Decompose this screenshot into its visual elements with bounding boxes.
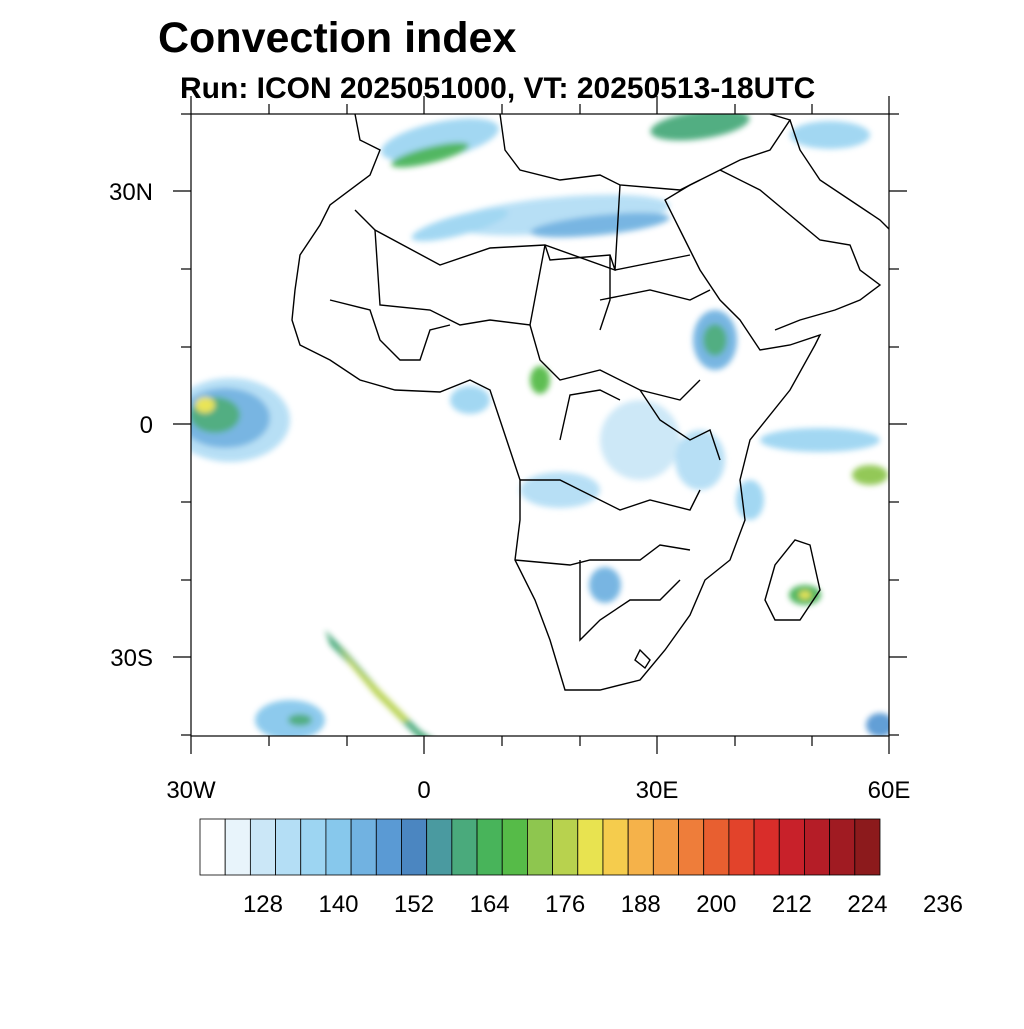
colorbar-swatch xyxy=(703,818,730,876)
colorbar-swatch xyxy=(375,818,402,876)
colorbar-swatch xyxy=(577,818,604,876)
colorbar-swatch xyxy=(451,818,478,876)
lon-label-60e: 60E xyxy=(868,777,911,804)
colorbar-swatch xyxy=(728,818,755,876)
colorbar-swatch xyxy=(753,818,780,876)
colorbar-label: 176 xyxy=(545,891,585,918)
lon-label-30e: 30E xyxy=(636,777,679,804)
colorbar-swatch xyxy=(224,818,251,876)
colorbar-swatch xyxy=(778,818,805,876)
colorbar-swatch xyxy=(199,818,226,876)
map-frame xyxy=(190,113,890,737)
colorbar-swatch xyxy=(350,818,377,876)
colorbar-label: 152 xyxy=(394,891,434,918)
lon-label-0: 0 xyxy=(417,777,430,804)
chart-subtitle: Run: ICON 2025051000, VT: 20250513-18UTC xyxy=(180,72,816,105)
colorbar xyxy=(199,818,881,876)
colorbar-label: 188 xyxy=(621,891,661,918)
colorbar-swatch xyxy=(401,818,428,876)
colorbar-label: 164 xyxy=(470,891,510,918)
colorbar-label: 212 xyxy=(772,891,812,918)
axis-ticks xyxy=(173,96,907,754)
colorbar-swatch xyxy=(249,818,276,876)
colorbar-label: 140 xyxy=(318,891,358,918)
convection-field xyxy=(191,114,889,736)
colorbar-swatch xyxy=(652,818,679,876)
colorbar-swatch xyxy=(275,818,302,876)
colorbar-swatch xyxy=(602,818,629,876)
colorbar-swatch xyxy=(829,818,856,876)
colorbar-swatch xyxy=(501,818,528,876)
colorbar-swatch xyxy=(627,818,654,876)
colorbar-swatch xyxy=(552,818,579,876)
lat-label-30s: 30S xyxy=(110,645,153,672)
colorbar-label: 128 xyxy=(243,891,283,918)
colorbar-swatch xyxy=(476,818,503,876)
colorbar-labels: 128 140 152 164 176 188 200 212 224 236 xyxy=(243,891,963,918)
colorbar-label: 224 xyxy=(847,891,887,918)
colorbar-swatch xyxy=(678,818,705,876)
coastlines xyxy=(291,114,889,691)
colorbar-swatch xyxy=(325,818,352,876)
axis-labels: 30N 0 30S 30W 0 30E 60E xyxy=(109,179,910,804)
lon-label-30w: 30W xyxy=(166,777,216,804)
colorbar-swatch xyxy=(426,818,453,876)
lat-label-0: 0 xyxy=(140,412,153,439)
chart-title: Convection index xyxy=(158,14,517,62)
colorbar-swatch xyxy=(527,818,553,876)
colorbar-label: 200 xyxy=(696,891,736,918)
colorbar-swatch xyxy=(854,818,881,876)
lat-label-30n: 30N xyxy=(109,179,153,206)
colorbar-label: 236 xyxy=(923,891,963,918)
colorbar-swatch xyxy=(300,818,327,876)
colorbar-swatch xyxy=(804,818,831,876)
